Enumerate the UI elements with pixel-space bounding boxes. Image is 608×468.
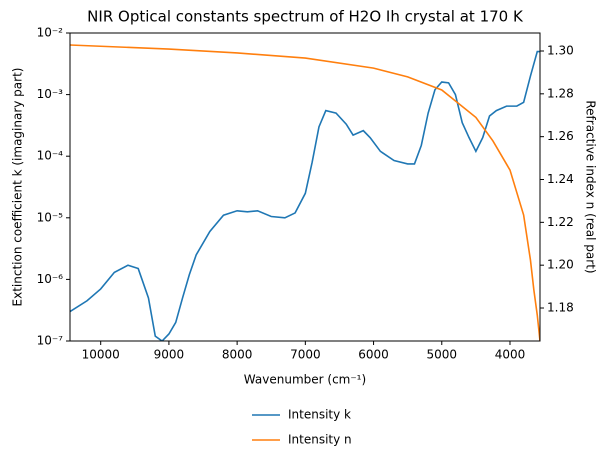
x-tick-label: 8000	[222, 348, 253, 362]
x-tick-label: 5000	[426, 348, 457, 362]
y-tick-label: 10⁻⁶	[37, 272, 64, 286]
plot-frame	[69, 32, 541, 342]
plot-area	[70, 44, 540, 341]
y2-tick-label: 1.28	[547, 86, 574, 100]
x-tick-label: 6000	[358, 348, 389, 362]
series-line	[70, 44, 540, 341]
legend-label: Intensity n	[288, 433, 352, 447]
y-tick-label: 10⁻⁴	[37, 149, 64, 163]
y-tick-label: 10⁻⁵	[37, 210, 64, 224]
x-tick-label: 4000	[495, 348, 526, 362]
x-tick-label: 7000	[290, 348, 321, 362]
chart-title: NIR Optical constants spectrum of H2O Ih…	[87, 8, 524, 26]
y-axis-label: Extinction coefficient k (imaginary part…	[11, 68, 25, 307]
y2-tick-label: 1.24	[547, 172, 574, 186]
x-tick-label: 10000	[82, 348, 120, 362]
y-tick-label: 10⁻³	[37, 87, 64, 101]
y-tick-label: 10⁻⁷	[37, 334, 64, 348]
x-axis-label: Wavenumber (cm⁻¹)	[244, 373, 366, 387]
series-line	[70, 50, 540, 341]
y2-tick-label: 1.20	[547, 258, 574, 272]
y2-axis-label: Refractive index n (real part)	[584, 100, 598, 273]
y2-tick-label: 1.18	[547, 301, 574, 315]
legend-label: Intensity k	[288, 408, 351, 422]
y-tick-label: 10⁻²	[37, 26, 64, 40]
y2-tick-label: 1.30	[547, 43, 574, 57]
y2-tick-label: 1.26	[547, 129, 574, 143]
y2-tick-label: 1.22	[547, 215, 574, 229]
x-tick-label: 9000	[154, 348, 185, 362]
